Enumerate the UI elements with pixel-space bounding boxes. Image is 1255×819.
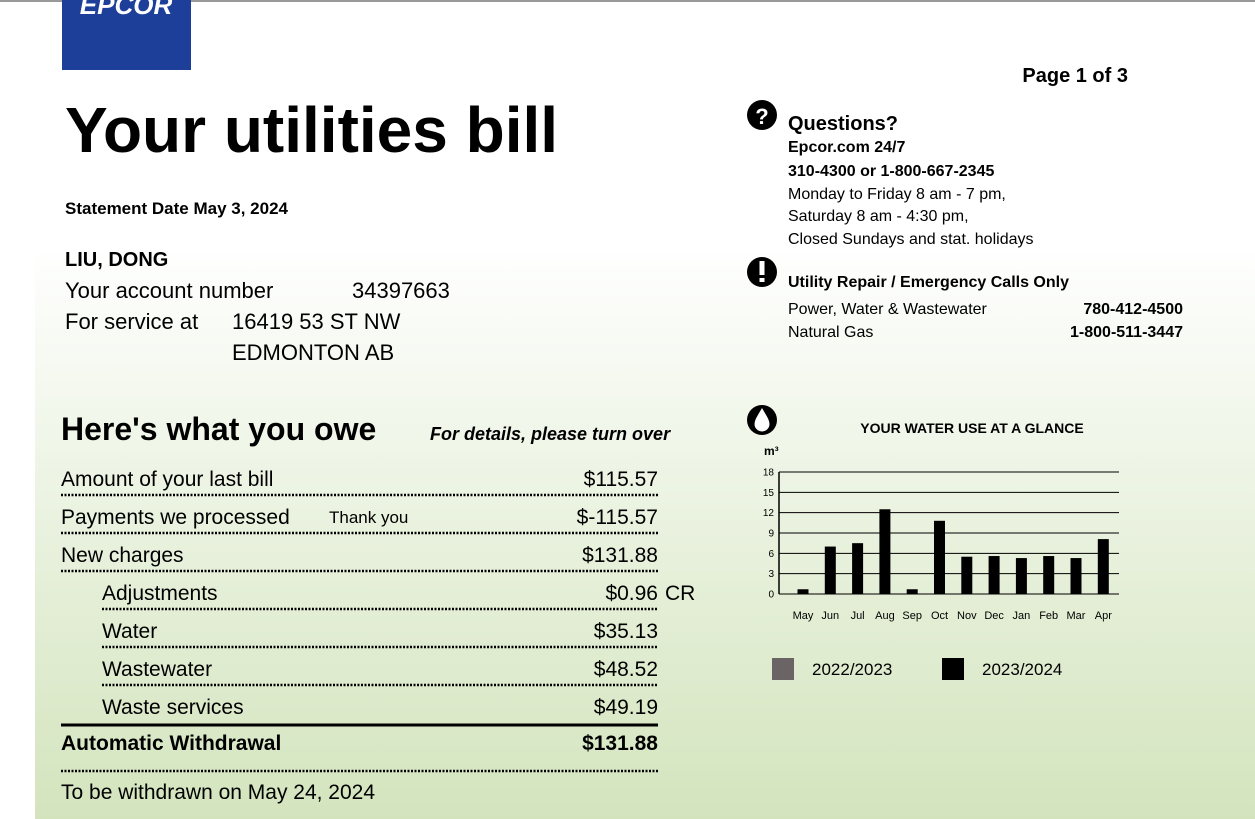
address: 16419 53 ST NW [232,309,401,334]
hours: Saturday 8 am - 4:30 pm, [788,208,969,225]
x-tick-label: Sep [902,610,922,622]
x-tick-label: May [793,610,814,622]
x-tick-label: Dec [984,610,1004,622]
customer-name: LIU, DONG [65,249,168,271]
legend-label: 2023/2024 [982,660,1062,679]
contact-heading: Questions? [788,113,898,135]
x-tick-label: Nov [957,610,977,622]
row-amount: $35.13 [594,620,658,643]
y-tick-label: 12 [763,508,775,519]
bar [1070,558,1082,594]
row-label: Water [102,620,157,643]
account-label: Your account number [65,278,273,303]
owe-note: For details, please turn over [430,424,671,444]
legend-label: 2022/2023 [812,660,892,679]
alert-icon [759,278,765,282]
page-indicator: Page 1 of 3 [1022,65,1128,87]
row-amount: $115.57 [584,468,658,491]
row-label: Waste services [102,696,244,719]
y-tick-label: 9 [768,529,774,540]
x-tick-label: Mar [1067,610,1086,622]
row-label: New charges [61,544,184,567]
x-tick-label: Feb [1039,610,1058,622]
total-amount: $131.88 [582,732,658,755]
bar [988,556,1000,594]
address: EDMONTON AB [232,340,394,365]
x-tick-label: Apr [1095,610,1112,622]
total-label: Automatic Withdrawal [61,732,281,755]
logo: EPCOR [80,0,173,20]
bar [879,509,891,594]
bar [1043,556,1055,594]
emergency-heading: Utility Repair / Emergency Calls Only [788,274,1069,291]
y-tick-label: 0 [768,590,774,601]
row-label: Amount of your last bill [61,468,273,491]
bar [1097,539,1109,594]
row-label: Wastewater [102,658,212,681]
logo-box [62,0,191,70]
emergency-number: 780-412-4500 [1083,301,1183,318]
bar [824,546,836,594]
phones: 310-4300 or 1-800-667-2345 [788,163,994,180]
bar [906,589,918,594]
alert-icon [759,261,765,275]
row-suffix: CR [665,582,695,605]
y-tick-label: 18 [763,468,775,479]
row-amount: $-115.57 [577,506,658,529]
service-label: For service at [65,309,198,334]
row-note: Thank you [329,508,408,527]
emergency-label: Power, Water & Wastewater [788,301,988,318]
owe-heading: Here's what you owe [61,411,376,447]
row-amount: $48.52 [594,658,658,681]
row-label: Adjustments [102,582,218,605]
y-tick-label: 15 [763,488,775,499]
row-amount: $0.96 [605,582,658,605]
legend-swatch [772,658,794,680]
bar [1015,558,1027,594]
row-label: Payments we processed [61,506,290,529]
y-tick-label: 3 [768,569,774,580]
x-tick-label: Oct [931,610,948,622]
bar [852,543,864,594]
x-tick-label: Jul [851,610,865,622]
question-icon: ? [755,104,768,129]
water-icon [754,407,770,432]
chart-title: YOUR WATER USE AT A GLANCE [860,420,1083,436]
x-tick-label: Aug [875,610,895,622]
emergency-number: 1-800-511-3447 [1070,324,1183,341]
background [35,0,1255,819]
x-tick-label: Jun [821,610,839,622]
row-amount: $49.19 [594,696,658,719]
footer: To be withdrawn on May 24, 2024 [61,781,375,804]
row-amount: $131.88 [582,544,658,567]
x-tick-label: Jan [1013,610,1031,622]
hours: Monday to Friday 8 am - 7 pm, [788,186,1006,203]
bar [961,556,973,594]
statement-date: Statement Date May 3, 2024 [65,199,289,218]
bar [797,589,809,594]
account-number: 34397663 [352,278,450,303]
question-icon [747,100,777,130]
top-border [0,0,1255,2]
legend-swatch [942,658,964,680]
emergency-label: Natural Gas [788,324,873,341]
hours: Closed Sundays and stat. holidays [788,231,1033,248]
y-axis-label: m³ [764,444,779,458]
bar [934,520,945,594]
title: Your utilities bill [65,94,558,166]
website: Epcor.com 24/7 [788,139,905,156]
y-tick-label: 6 [768,549,774,560]
